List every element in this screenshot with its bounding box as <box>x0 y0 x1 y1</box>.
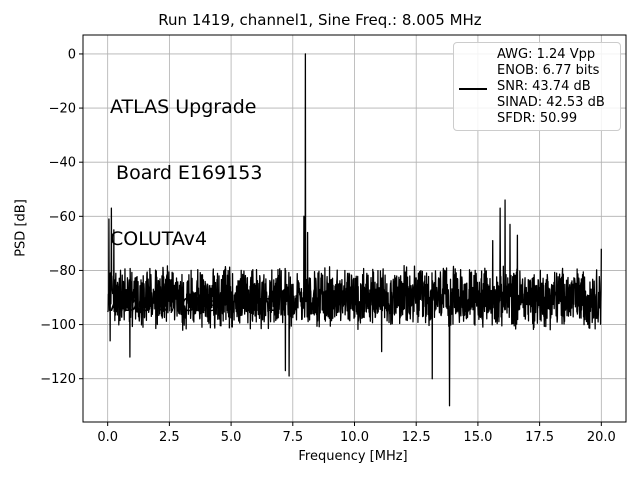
y-tick-label: −120 <box>40 372 76 387</box>
plot-layer <box>107 53 602 407</box>
chart-title: Run 1419, channel1, Sine Freq.: 8.005 MH… <box>158 11 482 29</box>
legend-line-swatch <box>459 88 487 90</box>
x-tick-label: 12.5 <box>402 430 431 445</box>
legend-entry: AWG: 1.24 Vpp <box>497 47 596 62</box>
x-tick-label: 10.0 <box>340 430 369 445</box>
y-tick-label: −20 <box>49 102 76 117</box>
y-tick-label: −60 <box>49 210 76 225</box>
legend: AWG: 1.24 Vpp ENOB: 6.77 bits SNR: 43.74… <box>453 42 621 131</box>
y-axis-label: PSD [dB] <box>13 199 29 257</box>
psd-series-line <box>107 53 602 407</box>
axes-layer: 0.0 2.5 5.0 7.5 10.0 12.5 15.0 17.5 20.0 0 −20 −40 −… <box>40 34 627 445</box>
x-tick-label: 15.0 <box>463 430 492 445</box>
y-tick-label: −40 <box>49 156 76 171</box>
legend-entry: SFDR: 50.99 <box>497 111 578 126</box>
x-tick-label: 5.0 <box>221 430 242 445</box>
legend-text: AWG: 1.24 Vpp ENOB: 6.77 bits SNR: 43.74… <box>497 47 605 127</box>
x-tick-label: 7.5 <box>282 430 303 445</box>
annotation-line: COLUTAv4 <box>110 228 208 250</box>
y-tick-label: −100 <box>40 318 76 333</box>
legend-entry: ENOB: 6.77 bits <box>497 63 600 78</box>
y-tick-label: −80 <box>49 264 76 279</box>
legend-entry: SINAD: 42.53 dB <box>497 95 605 110</box>
y-tick-label: 0 <box>68 47 76 62</box>
x-axis-label: Frequency [MHz] <box>298 449 408 464</box>
x-tick-label: 2.5 <box>159 430 180 445</box>
board-annotation: ATLAS Upgrade Board E169153 COLUTAv4 ADC… <box>110 52 277 338</box>
x-tick-label: 20.0 <box>587 430 616 445</box>
x-tick-label: 0.0 <box>97 430 118 445</box>
legend-entry: SNR: 43.74 dB <box>497 79 591 94</box>
annotation-line: ADC 6, Channel 1 <box>110 294 278 316</box>
x-tick-label: 17.5 <box>525 430 554 445</box>
annotation-line: Board E169153 <box>110 162 263 184</box>
grid-layer <box>83 35 626 422</box>
annotation-line: ATLAS Upgrade <box>110 96 257 118</box>
